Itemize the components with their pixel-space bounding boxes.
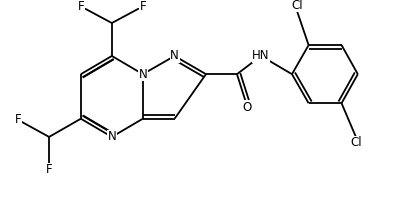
Text: N: N [139, 68, 147, 81]
Text: HN: HN [252, 49, 270, 62]
Text: F: F [140, 0, 146, 13]
Text: N: N [170, 49, 179, 62]
Text: Cl: Cl [350, 136, 362, 149]
Text: N: N [107, 130, 116, 143]
Text: Cl: Cl [291, 0, 303, 12]
Text: O: O [243, 101, 252, 114]
Text: F: F [46, 163, 53, 176]
Text: F: F [78, 0, 84, 13]
Text: F: F [15, 113, 21, 126]
